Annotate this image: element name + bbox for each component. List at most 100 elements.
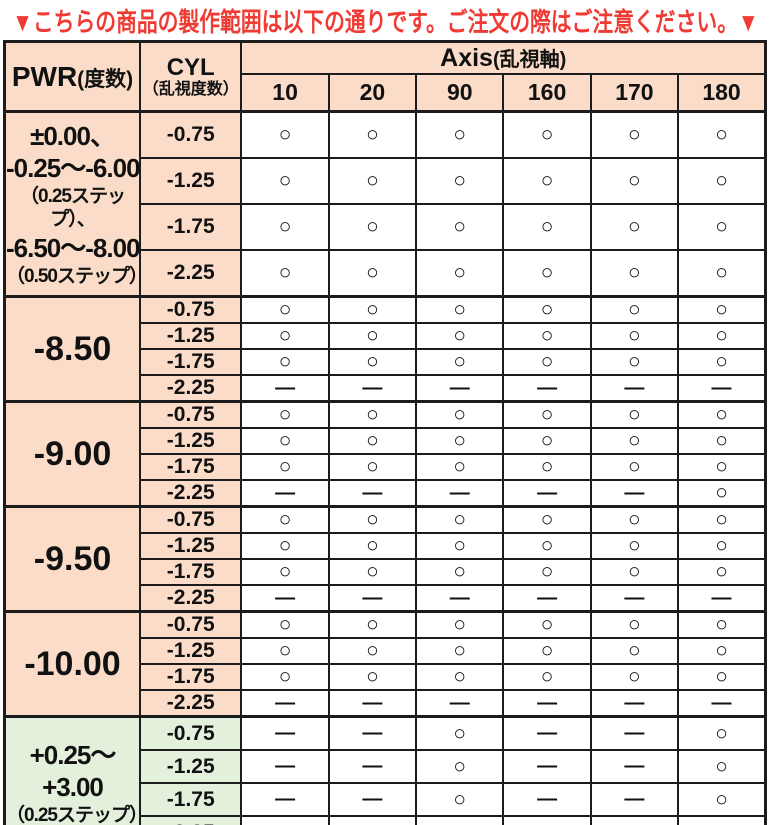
available-mark: ○ bbox=[677, 453, 767, 481]
available-mark: ○ bbox=[327, 663, 418, 691]
pwr-label-line: -10.00 bbox=[24, 644, 121, 683]
cyl-column-header: CYL （乱視度数） bbox=[139, 40, 243, 113]
unavailable-mark: — bbox=[589, 689, 680, 718]
production-range-table: PWR(度数) CYL （乱視度数） Axis(乱視軸) 10 20 90 160 17… bbox=[3, 40, 767, 825]
cyl-value: -2.25 bbox=[139, 249, 243, 298]
unavailable-mark: — bbox=[677, 374, 767, 403]
available-mark: ○ bbox=[415, 295, 505, 324]
available-mark: ○ bbox=[502, 157, 592, 205]
pwr-group-label-5: +0.25〜 +3.00 （0.25ステップ） bbox=[3, 715, 148, 825]
cyl-value: -1.25 bbox=[139, 322, 243, 350]
table-row: -1.75 ○ ○ ○ ○ ○ ○ bbox=[5, 558, 767, 586]
unavailable-mark: — bbox=[589, 815, 680, 825]
available-mark: ○ bbox=[327, 322, 418, 350]
cyl-value: -2.25 bbox=[139, 689, 243, 718]
available-mark: ○ bbox=[415, 453, 505, 481]
cyl-value: -1.25 bbox=[139, 157, 243, 205]
available-mark: ○ bbox=[677, 610, 767, 639]
available-mark: ○ bbox=[415, 322, 505, 350]
available-mark: ○ bbox=[327, 637, 418, 665]
available-mark: ○ bbox=[589, 203, 680, 251]
table-row: -1.25 ○ ○ ○ ○ ○ ○ bbox=[5, 427, 767, 455]
cyl-value: -1.75 bbox=[139, 203, 243, 251]
available-mark: ○ bbox=[240, 157, 330, 205]
available-mark: ○ bbox=[240, 610, 330, 639]
pwr-group-label-0: ±0.00、 -0.25〜-6.00 （0.25ステップ）、 -6.50〜-8.00 （… bbox=[3, 110, 148, 298]
pwr-label-line: -9.50 bbox=[33, 539, 112, 578]
available-mark: ○ bbox=[502, 348, 592, 376]
available-mark: ○ bbox=[240, 558, 330, 586]
available-mark: ○ bbox=[502, 532, 592, 560]
unavailable-mark: — bbox=[240, 715, 330, 751]
table-row: -2.25— — — — — ○ bbox=[5, 479, 767, 508]
cyl-value: -0.75 bbox=[139, 110, 243, 159]
table-row: -8.50 -0.75 ○ ○ ○ ○ ○ ○ bbox=[3, 295, 767, 403]
table-row: -1.25 ○ ○ ○ ○ ○ ○ bbox=[5, 532, 767, 560]
unavailable-mark: — bbox=[502, 782, 592, 817]
available-mark: ○ bbox=[677, 348, 767, 376]
unavailable-mark: — bbox=[415, 374, 505, 403]
available-mark: ○ bbox=[240, 400, 330, 429]
available-mark: ○ bbox=[677, 663, 767, 691]
unavailable-mark: — bbox=[240, 782, 330, 817]
axis-header-value-90: 90 bbox=[415, 73, 505, 113]
available-mark: ○ bbox=[415, 815, 505, 825]
available-mark: ○ bbox=[677, 157, 767, 205]
available-mark: ○ bbox=[589, 249, 680, 298]
unavailable-mark: — bbox=[677, 689, 767, 718]
cyl-value: -0.75 bbox=[139, 715, 243, 751]
pwr-header-label: PWR bbox=[11, 60, 78, 92]
available-mark: ○ bbox=[415, 532, 505, 560]
available-mark: ○ bbox=[589, 663, 680, 691]
available-mark: ○ bbox=[589, 453, 680, 481]
available-mark: ○ bbox=[677, 637, 767, 665]
unavailable-mark: — bbox=[327, 749, 418, 784]
available-mark: ○ bbox=[327, 157, 418, 205]
unavailable-mark: — bbox=[240, 749, 330, 784]
available-mark: ○ bbox=[327, 427, 418, 455]
available-mark: ○ bbox=[415, 348, 505, 376]
available-mark: ○ bbox=[677, 715, 767, 751]
available-mark: ○ bbox=[415, 637, 505, 665]
notice-banner: ▼こちらの商品の製作範囲は以下の通りです。ご注文の際はご注意ください。▼ bbox=[0, 0, 770, 40]
pwr-group-label-3: -9.50 bbox=[3, 505, 142, 613]
cyl-value: -1.75 bbox=[139, 558, 243, 586]
available-mark: ○ bbox=[327, 558, 418, 586]
unavailable-mark: — bbox=[415, 479, 505, 508]
available-mark: ○ bbox=[240, 322, 330, 350]
unavailable-mark: — bbox=[240, 689, 330, 718]
unavailable-mark: — bbox=[589, 374, 680, 403]
available-mark: ○ bbox=[415, 400, 505, 429]
available-mark: ○ bbox=[327, 295, 418, 324]
pwr-label-line: -9.00 bbox=[33, 434, 112, 473]
available-mark: ○ bbox=[415, 110, 505, 159]
cyl-value: -1.25 bbox=[139, 637, 243, 665]
unavailable-mark: — bbox=[502, 479, 592, 508]
available-mark: ○ bbox=[240, 453, 330, 481]
notice-banner-text: ▼こちらの商品の製作範囲は以下の通りです。ご注文の際はご注意ください。▼ bbox=[11, 6, 759, 37]
axis-header-value-180: 180 bbox=[677, 73, 767, 113]
available-mark: ○ bbox=[415, 249, 505, 298]
available-mark: ○ bbox=[327, 348, 418, 376]
available-mark: ○ bbox=[677, 532, 767, 560]
pwr-label-line: +3.00 bbox=[42, 772, 104, 803]
table-body: ±0.00、 -0.25〜-6.00 （0.25ステップ）、 -6.50〜-8.00 （… bbox=[3, 110, 767, 825]
available-mark: ○ bbox=[677, 427, 767, 455]
unavailable-mark: — bbox=[502, 749, 592, 784]
unavailable-mark: — bbox=[240, 815, 330, 825]
available-mark: ○ bbox=[677, 505, 767, 534]
unavailable-mark: — bbox=[589, 479, 680, 508]
available-mark: ○ bbox=[589, 295, 680, 324]
available-mark: ○ bbox=[677, 203, 767, 251]
table-row: -1.25— — ○ — — ○ bbox=[5, 749, 767, 784]
available-mark: ○ bbox=[677, 295, 767, 324]
pwr-group-label-4: -10.00 bbox=[3, 610, 142, 718]
table-row: -9.50 -0.75 ○ ○ ○ ○ ○ ○ bbox=[3, 505, 767, 613]
available-mark: ○ bbox=[327, 505, 418, 534]
table-row: -2.25 ○ ○ ○ ○ ○ ○ bbox=[5, 249, 767, 298]
cyl-value: -1.25 bbox=[139, 532, 243, 560]
available-mark: ○ bbox=[502, 203, 592, 251]
table-row: -1.25 ○ ○ ○ ○ ○ ○ bbox=[5, 157, 767, 205]
unavailable-mark: — bbox=[502, 815, 592, 825]
cyl-value: -1.25 bbox=[139, 427, 243, 455]
